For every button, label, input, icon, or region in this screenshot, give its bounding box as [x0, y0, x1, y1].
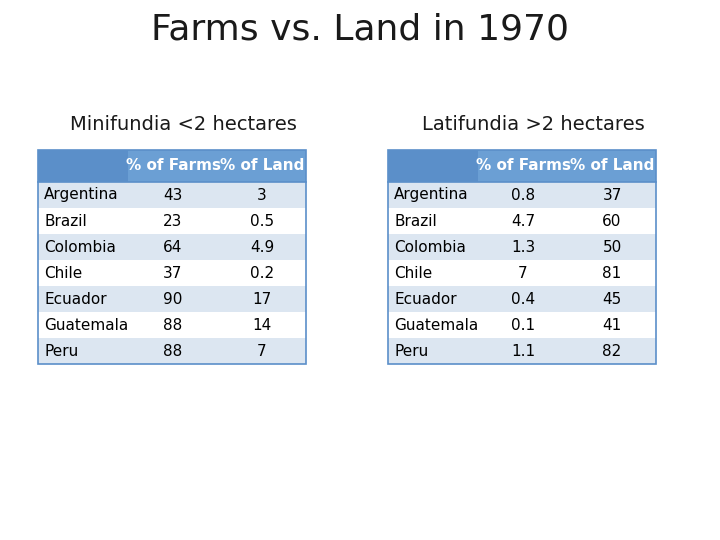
Text: Chile: Chile — [44, 266, 82, 280]
Text: 81: 81 — [603, 266, 621, 280]
Bar — [568, 286, 656, 312]
Bar — [128, 150, 218, 182]
Text: 45: 45 — [603, 292, 621, 307]
Text: 90: 90 — [163, 292, 183, 307]
Text: % of Farms: % of Farms — [125, 159, 220, 173]
Text: 50: 50 — [603, 240, 621, 254]
Bar — [388, 260, 478, 286]
Text: Brazil: Brazil — [44, 213, 86, 228]
Text: Peru: Peru — [394, 343, 428, 359]
Bar — [478, 234, 568, 260]
Text: Guatemala: Guatemala — [394, 318, 478, 333]
Bar — [568, 312, 656, 338]
Bar — [388, 234, 478, 260]
Bar — [388, 312, 478, 338]
Text: Guatemala: Guatemala — [44, 318, 128, 333]
Bar — [218, 234, 306, 260]
Bar — [388, 150, 656, 364]
Bar — [478, 312, 568, 338]
Text: 4.7: 4.7 — [511, 213, 535, 228]
Bar — [568, 150, 656, 182]
Bar — [128, 260, 218, 286]
Bar — [128, 312, 218, 338]
Text: % of Land: % of Land — [220, 159, 304, 173]
Bar — [218, 286, 306, 312]
Bar — [218, 312, 306, 338]
Text: 88: 88 — [163, 343, 183, 359]
Text: Latifundia >2 hectares: Latifundia >2 hectares — [422, 116, 644, 134]
Text: 41: 41 — [603, 318, 621, 333]
Text: 0.2: 0.2 — [250, 266, 274, 280]
Text: 1.3: 1.3 — [511, 240, 535, 254]
Bar — [218, 150, 306, 182]
Bar — [568, 260, 656, 286]
Bar — [568, 338, 656, 364]
Bar — [38, 150, 306, 364]
Bar — [478, 338, 568, 364]
Text: Brazil: Brazil — [394, 213, 437, 228]
Text: % of Farms: % of Farms — [475, 159, 570, 173]
Text: Minifundia <2 hectares: Minifundia <2 hectares — [70, 116, 297, 134]
Bar — [478, 182, 568, 208]
Text: Argentina: Argentina — [44, 187, 119, 202]
Text: 64: 64 — [163, 240, 183, 254]
Bar — [38, 312, 128, 338]
Bar — [128, 286, 218, 312]
Bar — [568, 208, 656, 234]
Text: 82: 82 — [603, 343, 621, 359]
Text: Colombia: Colombia — [394, 240, 466, 254]
Text: Argentina: Argentina — [394, 187, 469, 202]
Text: 37: 37 — [603, 187, 621, 202]
Bar — [218, 338, 306, 364]
Text: 0.5: 0.5 — [250, 213, 274, 228]
Bar — [218, 208, 306, 234]
Bar — [568, 182, 656, 208]
Bar — [38, 260, 128, 286]
Text: 43: 43 — [163, 187, 183, 202]
Bar — [478, 260, 568, 286]
Text: Ecuador: Ecuador — [44, 292, 107, 307]
Text: % of Land: % of Land — [570, 159, 654, 173]
Bar — [38, 208, 128, 234]
Text: Peru: Peru — [44, 343, 78, 359]
Bar — [128, 182, 218, 208]
Bar — [38, 286, 128, 312]
Bar — [128, 208, 218, 234]
Bar — [478, 150, 568, 182]
Bar — [388, 150, 478, 182]
Text: 7: 7 — [518, 266, 528, 280]
Bar — [478, 286, 568, 312]
Bar — [38, 150, 128, 182]
Text: 37: 37 — [163, 266, 183, 280]
Bar — [38, 182, 128, 208]
Text: 3: 3 — [257, 187, 267, 202]
Bar — [568, 234, 656, 260]
Bar — [388, 182, 478, 208]
Bar — [218, 260, 306, 286]
Text: 60: 60 — [603, 213, 621, 228]
Text: 14: 14 — [253, 318, 271, 333]
Text: Colombia: Colombia — [44, 240, 116, 254]
Bar — [128, 338, 218, 364]
Text: Ecuador: Ecuador — [394, 292, 456, 307]
Text: Farms vs. Land in 1970: Farms vs. Land in 1970 — [151, 13, 569, 47]
Text: 4.9: 4.9 — [250, 240, 274, 254]
Text: 1.1: 1.1 — [511, 343, 535, 359]
Text: 7: 7 — [257, 343, 267, 359]
Bar — [218, 182, 306, 208]
Text: 0.8: 0.8 — [511, 187, 535, 202]
Bar — [388, 208, 478, 234]
Text: 0.1: 0.1 — [511, 318, 535, 333]
Bar — [38, 234, 128, 260]
Bar — [38, 338, 128, 364]
Text: 17: 17 — [253, 292, 271, 307]
Text: 0.4: 0.4 — [511, 292, 535, 307]
Bar — [388, 286, 478, 312]
Text: Chile: Chile — [394, 266, 432, 280]
Text: 23: 23 — [163, 213, 183, 228]
Bar — [388, 338, 478, 364]
Bar — [128, 234, 218, 260]
Text: 88: 88 — [163, 318, 183, 333]
Bar — [478, 208, 568, 234]
